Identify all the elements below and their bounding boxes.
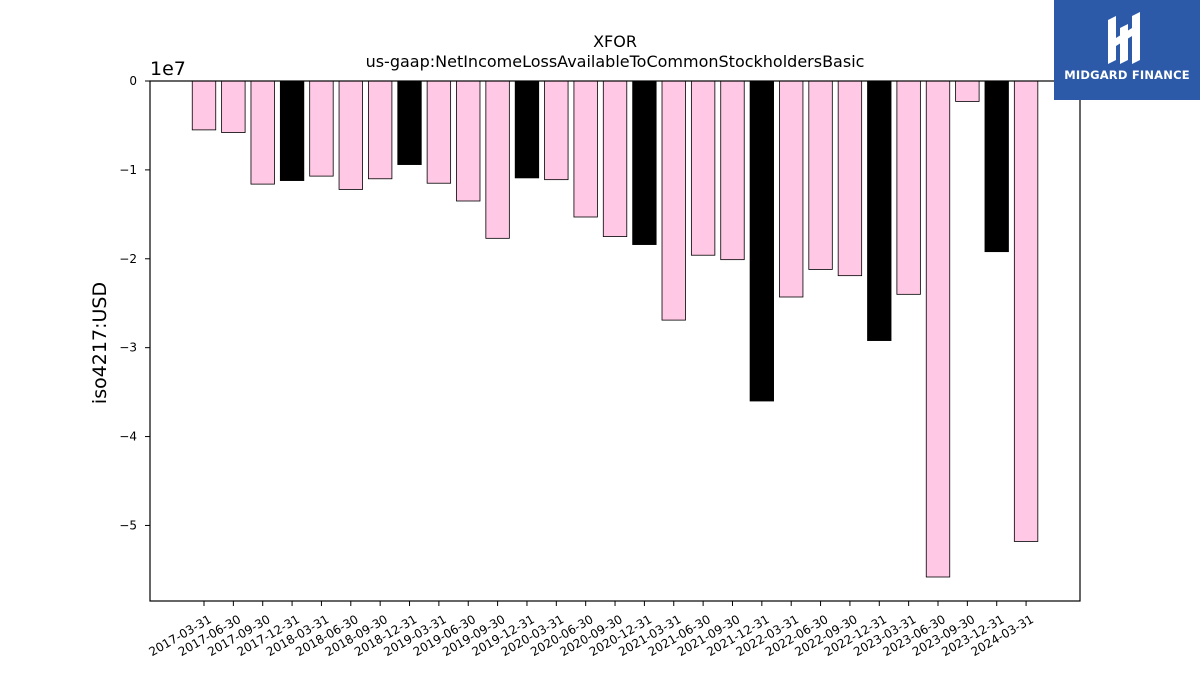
bar-2022-03-31 — [779, 80, 804, 298]
y-tick-label: −3 — [119, 341, 137, 355]
y-axis-offset-label: 1e7 — [150, 58, 186, 80]
bar-2017-03-31 — [191, 80, 217, 131]
bar-2022-12-31 — [867, 80, 892, 341]
bar-2021-12-31 — [749, 80, 774, 402]
y-tick-label: −2 — [119, 252, 137, 266]
bar-2022-06-30 — [808, 80, 833, 270]
bar-2023-12-31 — [984, 80, 1009, 253]
logo-text: MIDGARD FINANCE — [1064, 68, 1190, 82]
midgard-finance-logo: MIDGARD FINANCE — [1054, 0, 1200, 100]
y-tick-label: −5 — [119, 518, 137, 532]
bar-2023-09-30 — [955, 80, 980, 102]
bar-2024-03-31 — [1013, 80, 1039, 542]
bar-2020-09-30 — [602, 80, 628, 237]
bar-2017-09-30 — [250, 80, 275, 185]
bar-2018-09-30 — [368, 80, 393, 180]
bar-2018-06-30 — [338, 80, 363, 190]
bar-2018-12-31 — [397, 80, 422, 165]
bars-group — [191, 80, 1039, 578]
y-axis-label: iso4217:USD — [89, 282, 111, 404]
bar-2019-12-31 — [514, 80, 540, 179]
bar-2020-06-30 — [573, 80, 598, 218]
bar-2021-03-31 — [661, 80, 686, 321]
x-axis-ticks: 2017-03-312017-06-302017-09-302017-12-31… — [146, 601, 1036, 659]
chart-title: XFOR — [593, 32, 637, 51]
bar-2023-03-31 — [896, 80, 921, 295]
y-tick-label: −1 — [119, 163, 137, 177]
chart-subtitle: us-gaap:NetIncomeLossAvailableToCommonSt… — [366, 52, 865, 71]
bar-2020-03-31 — [544, 80, 569, 181]
bar-2017-12-31 — [279, 80, 305, 181]
bar-2019-06-30 — [456, 80, 481, 202]
bar-2022-09-30 — [837, 80, 863, 277]
bar-2017-06-30 — [221, 80, 246, 133]
y-axis-ticks: 0 −1 −2 −3 −4 −5 — [119, 74, 150, 532]
bar-2023-06-30 — [925, 80, 951, 578]
y-tick-label: −4 — [119, 430, 137, 444]
plot-frame — [149, 80, 1081, 602]
y-tick-label: 0 — [129, 74, 137, 88]
bar-2018-03-31 — [309, 80, 334, 177]
bar-2019-03-31 — [426, 80, 452, 184]
bar-2020-12-31 — [632, 80, 657, 245]
bar-2021-09-30 — [720, 80, 745, 261]
bar-2019-09-30 — [485, 80, 510, 239]
bar-2021-06-30 — [690, 80, 716, 256]
midgard-logo-icon — [1108, 12, 1140, 64]
